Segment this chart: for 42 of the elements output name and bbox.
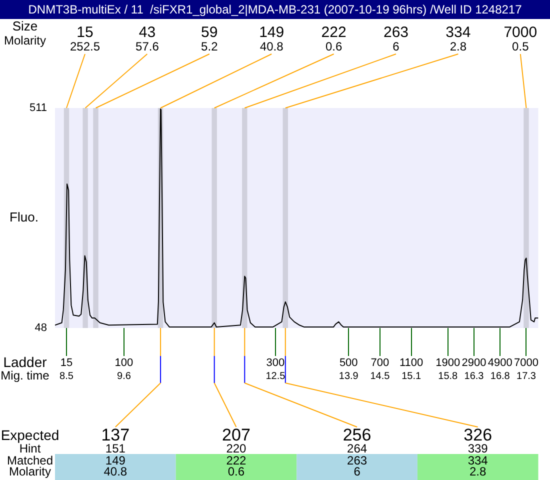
text: Size — [12, 18, 38, 34]
y-tick-label: 511 — [29, 102, 47, 114]
text: 700 — [370, 357, 390, 370]
chart-title: DNMT3B-multiEx / 11 /siFXR1_global_2|MDA-MB-231 (2007-10-19 96hrs) /Well ID 1248217 — [28, 2, 522, 16]
y-axis-title: Fluo. — [10, 210, 38, 225]
text: 4900 — [488, 357, 512, 370]
x-tick-label: 13.9 — [338, 370, 359, 382]
x-tick-label: 9.6 — [117, 370, 132, 382]
x-tick-label: 8.5 — [60, 370, 74, 382]
annotation: 207 220 222 0.6 — [222, 426, 250, 478]
text: 300 — [266, 357, 285, 370]
y-tick-label: 48 — [34, 322, 47, 334]
annotation: 222 0.6 — [321, 24, 346, 54]
text: Molarity — [4, 33, 46, 48]
x-tick-label: 12.5 — [266, 370, 286, 382]
x-tick-label: 15.8 — [438, 370, 458, 382]
x-tick-label: 17.3 — [516, 370, 536, 382]
annotation: 326 339 334 2.8 — [464, 426, 492, 478]
text: 15 — [60, 357, 73, 370]
annotation: 59 5.2 — [201, 24, 218, 54]
text: Mig. time — [0, 368, 50, 382]
text: 100 — [114, 357, 134, 370]
text: Hint — [19, 441, 42, 456]
x-tick-label: 15.1 — [402, 370, 422, 382]
annotation: 149 40.8 — [259, 24, 284, 54]
x-tick-label: 16.8 — [490, 370, 510, 382]
text: 1900 — [436, 357, 460, 370]
x-tick-label: 16.3 — [464, 370, 484, 382]
annotation: 15 252.5 — [70, 24, 100, 54]
x-tick-label: 14.5 — [370, 370, 390, 382]
annotation: 263 6 — [383, 24, 409, 54]
annotation: 334 2.8 — [446, 24, 471, 54]
text: 500 — [339, 357, 358, 370]
annotation: 7000 0.5 — [504, 24, 538, 54]
text: 2900 — [462, 357, 486, 370]
text: 1100 — [399, 357, 424, 370]
text: Ladder — [3, 354, 48, 370]
text: 7000 — [514, 357, 538, 370]
annotation: 256 264 263 6 — [342, 426, 372, 478]
annotation: 43 57.6 — [136, 24, 160, 54]
text: Expected — [0, 426, 60, 443]
annotation: 137 151 149 40.8 — [101, 426, 130, 478]
